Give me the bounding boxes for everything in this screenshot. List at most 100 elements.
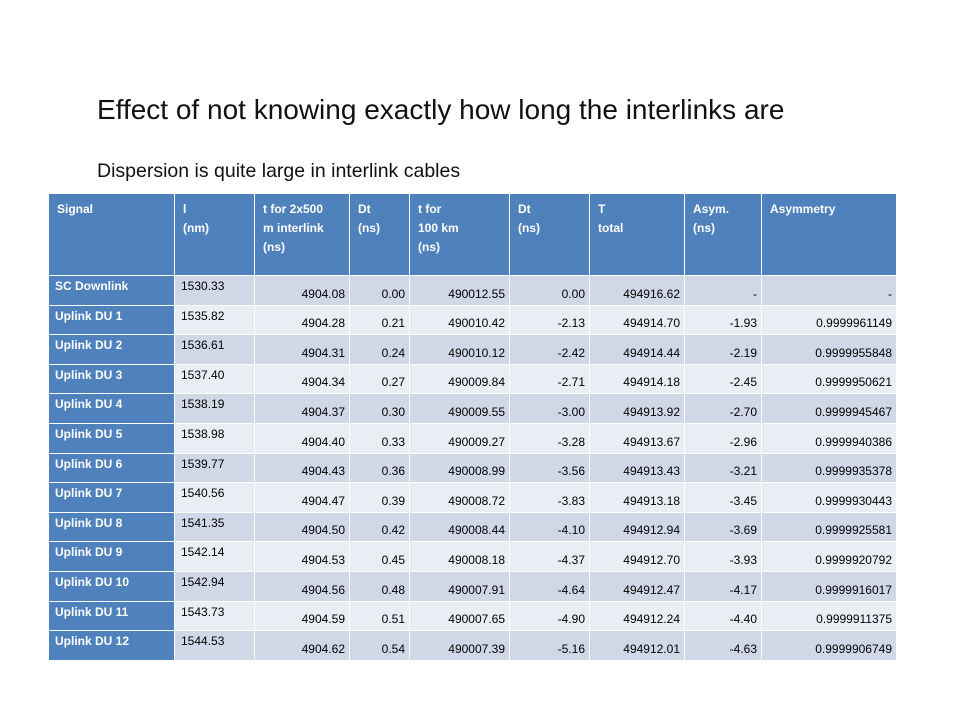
cell-wavelength: 1536.61 bbox=[174, 334, 255, 365]
column-header-signal: Signal bbox=[48, 193, 175, 276]
column-header-line: l bbox=[183, 202, 187, 216]
cell-t-100km: 490007.65 bbox=[409, 600, 510, 632]
cell-signal: Uplink DU 12 bbox=[48, 630, 175, 661]
cell-wavelength: 1538.19 bbox=[174, 393, 255, 424]
column-header-line: (ns) bbox=[263, 240, 285, 255]
cell-t-total: 494913.18 bbox=[589, 482, 685, 513]
cell-signal: Uplink DU 9 bbox=[48, 541, 175, 572]
cell-dt-100km: -2.71 bbox=[509, 363, 590, 395]
cell-t-total: 494913.67 bbox=[589, 422, 685, 454]
cell-dt-interlink: 0.27 bbox=[349, 363, 410, 395]
cell-t-100km: 490012.55 bbox=[409, 275, 510, 306]
cell-asym-ns: -2.19 bbox=[684, 334, 762, 365]
column-header-line: 100 km bbox=[418, 221, 459, 236]
column-header-line: (ns) bbox=[418, 240, 440, 255]
cell-t-total: 494914.44 bbox=[589, 334, 685, 365]
cell-signal: Uplink DU 7 bbox=[48, 482, 175, 513]
cell-t-100km: 490009.84 bbox=[409, 363, 510, 395]
cell-asymmetry: 0.9999935378 bbox=[761, 452, 897, 484]
cell-signal: Uplink DU 8 bbox=[48, 511, 175, 543]
cell-t-100km: 490008.44 bbox=[409, 511, 510, 543]
cell-signal: Uplink DU 5 bbox=[48, 422, 175, 454]
cell-dt-100km: -3.00 bbox=[509, 393, 590, 424]
cell-t-total: 494912.24 bbox=[589, 600, 685, 632]
cell-dt-interlink: 0.48 bbox=[349, 570, 410, 602]
cell-t-total: 494913.43 bbox=[589, 452, 685, 484]
cell-signal: SC Downlink bbox=[48, 275, 175, 306]
cell-wavelength: 1541.35 bbox=[174, 511, 255, 543]
column-header-asymmetry: Asymmetry bbox=[761, 193, 897, 276]
cell-dt-interlink: 0.33 bbox=[349, 422, 410, 454]
cell-wavelength: 1542.94 bbox=[174, 570, 255, 602]
cell-asym-ns: -2.45 bbox=[684, 363, 762, 395]
cell-asym-ns: -4.63 bbox=[684, 630, 762, 661]
table-row: Uplink DU 2 1536.61 4904.31 0.24 490010.12 -2… bbox=[48, 334, 897, 365]
cell-asym-ns: -2.70 bbox=[684, 393, 762, 424]
cell-dt-interlink: 0.54 bbox=[349, 630, 410, 661]
cell-t-total: 494916.62 bbox=[589, 275, 685, 306]
dispersion-table: Signal l (nm) t for 2x500 m interlink (ns) Dt (… bbox=[48, 193, 897, 661]
cell-asymmetry: 0.9999950621 bbox=[761, 363, 897, 395]
column-header-wavelength: l (nm) bbox=[174, 193, 255, 276]
cell-wavelength: 1535.82 bbox=[174, 304, 255, 336]
cell-asym-ns: -3.45 bbox=[684, 482, 762, 513]
column-header-line: Asym. bbox=[693, 202, 730, 216]
cell-dt-100km: -3.28 bbox=[509, 422, 590, 454]
cell-dt-100km: -5.16 bbox=[509, 630, 590, 661]
cell-asym-ns: -4.40 bbox=[684, 600, 762, 632]
cell-dt-100km: 0.00 bbox=[509, 275, 590, 306]
cell-signal: Uplink DU 1 bbox=[48, 304, 175, 336]
table-row: Uplink DU 6 1539.77 4904.43 0.36 490008.99 -3… bbox=[48, 452, 897, 484]
cell-dt-interlink: 0.39 bbox=[349, 482, 410, 513]
cell-t-100km: 490007.91 bbox=[409, 570, 510, 602]
table-row: Uplink DU 4 1538.19 4904.37 0.30 490009.55 -3… bbox=[48, 393, 897, 424]
cell-dt-100km: -3.83 bbox=[509, 482, 590, 513]
cell-dt-interlink: 0.36 bbox=[349, 452, 410, 484]
column-header-line: t for bbox=[418, 202, 442, 216]
cell-dt-100km: -3.56 bbox=[509, 452, 590, 484]
column-header-t-interlink: t for 2x500 m interlink (ns) bbox=[254, 193, 350, 276]
cell-t-interlink: 4904.53 bbox=[254, 541, 350, 572]
cell-t-interlink: 4904.43 bbox=[254, 452, 350, 484]
cell-dt-interlink: 0.30 bbox=[349, 393, 410, 424]
cell-asymmetry: 0.9999940386 bbox=[761, 422, 897, 454]
cell-t-interlink: 4904.28 bbox=[254, 304, 350, 336]
cell-asymmetry: - bbox=[761, 275, 897, 306]
column-header-line: (nm) bbox=[183, 221, 209, 236]
cell-t-100km: 490008.99 bbox=[409, 452, 510, 484]
cell-t-total: 494912.01 bbox=[589, 630, 685, 661]
cell-t-total: 494914.18 bbox=[589, 363, 685, 395]
cell-signal: Uplink DU 6 bbox=[48, 452, 175, 484]
cell-t-100km: 490007.39 bbox=[409, 630, 510, 661]
cell-wavelength: 1537.40 bbox=[174, 363, 255, 395]
cell-wavelength: 1543.73 bbox=[174, 600, 255, 632]
cell-t-interlink: 4904.08 bbox=[254, 275, 350, 306]
table-row: Uplink DU 8 1541.35 4904.50 0.42 490008.44 -4… bbox=[48, 511, 897, 543]
cell-t-100km: 490010.42 bbox=[409, 304, 510, 336]
cell-t-100km: 490008.18 bbox=[409, 541, 510, 572]
cell-wavelength: 1530.33 bbox=[174, 275, 255, 306]
cell-asymmetry: 0.9999925581 bbox=[761, 511, 897, 543]
column-header-line: total bbox=[598, 221, 624, 236]
cell-signal: Uplink DU 11 bbox=[48, 600, 175, 632]
cell-wavelength: 1539.77 bbox=[174, 452, 255, 484]
slide-subtitle: Dispersion is quite large in interlink c… bbox=[97, 160, 461, 182]
cell-t-100km: 490009.55 bbox=[409, 393, 510, 424]
column-header-line: (ns) bbox=[358, 221, 380, 236]
column-header-line: T bbox=[598, 202, 606, 216]
cell-t-100km: 490009.27 bbox=[409, 422, 510, 454]
cell-asymmetry: 0.9999911375 bbox=[761, 600, 897, 632]
table-row: SC Downlink 1530.33 4904.08 0.00 490012.55 0.… bbox=[48, 275, 897, 306]
table-row: Uplink DU 7 1540.56 4904.47 0.39 490008.72 -3… bbox=[48, 482, 897, 513]
cell-t-100km: 490008.72 bbox=[409, 482, 510, 513]
cell-asymmetry: 0.9999906749 bbox=[761, 630, 897, 661]
cell-dt-interlink: 0.45 bbox=[349, 541, 410, 572]
table-row: Uplink DU 1 1535.82 4904.28 0.21 490010.42 -2… bbox=[48, 304, 897, 336]
cell-dt-100km: -4.37 bbox=[509, 541, 590, 572]
table-row: Uplink DU 9 1542.14 4904.53 0.45 490008.18 -4… bbox=[48, 541, 897, 572]
cell-dt-interlink: 0.42 bbox=[349, 511, 410, 543]
cell-asym-ns: -3.69 bbox=[684, 511, 762, 543]
cell-signal: Uplink DU 10 bbox=[48, 570, 175, 602]
cell-t-interlink: 4904.56 bbox=[254, 570, 350, 602]
